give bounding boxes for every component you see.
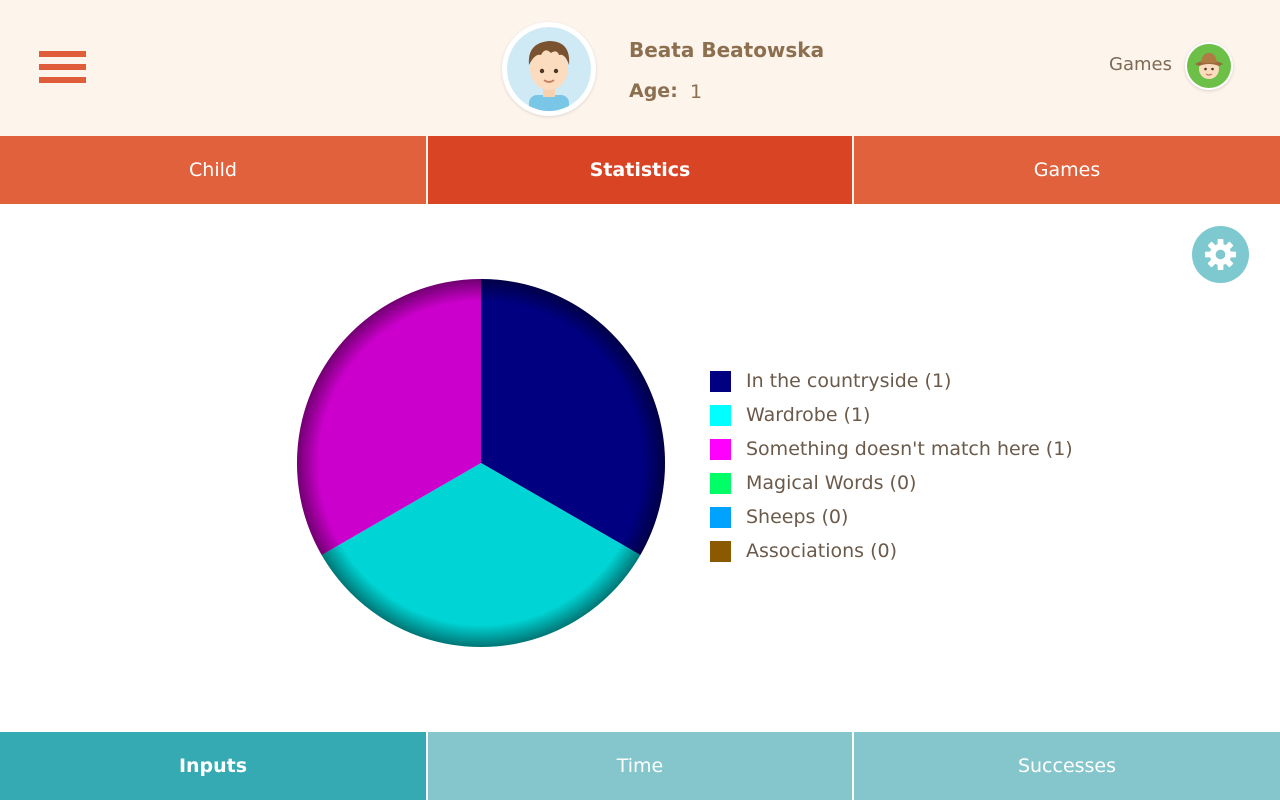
pie-chart <box>297 279 665 647</box>
legend-item: Magical Words (0) <box>710 466 1073 500</box>
tab-child[interactable]: Child <box>0 136 426 204</box>
settings-button[interactable] <box>1192 226 1249 283</box>
legend-swatch <box>710 540 731 562</box>
legend-label: Wardrobe (1) <box>746 404 871 426</box>
tab-statistics[interactable]: Statistics <box>428 136 852 204</box>
tab-inputs[interactable]: Inputs <box>0 732 426 800</box>
legend-label: In the countryside (1) <box>746 370 952 392</box>
tab-divider <box>852 136 854 204</box>
tab-divider <box>426 732 428 800</box>
top-tab-bar: Child Statistics Games <box>0 136 1280 204</box>
legend-item: In the countryside (1) <box>710 364 1073 398</box>
child-name: Beata Beatowska <box>629 38 825 62</box>
legend-label: Something doesn't match here (1) <box>746 438 1073 460</box>
legend-label: Sheeps (0) <box>746 506 849 528</box>
chart-legend: In the countryside (1) Wardrobe (1) Someth… <box>710 364 1073 568</box>
tab-successes[interactable]: Successes <box>854 732 1280 800</box>
tab-games[interactable]: Games <box>854 136 1280 204</box>
tab-divider <box>426 136 428 204</box>
legend-swatch <box>710 370 731 392</box>
tab-time[interactable]: Time <box>428 732 852 800</box>
legend-swatch <box>710 404 731 426</box>
legend-label: Magical Words (0) <box>746 472 917 494</box>
boy-avatar-icon <box>502 22 596 116</box>
legend-item: Associations (0) <box>710 534 1073 568</box>
bottom-tab-bar: Inputs Time Successes <box>0 732 1280 800</box>
legend-swatch <box>710 438 731 460</box>
explorer-avatar-icon[interactable] <box>1185 42 1233 90</box>
games-link[interactable]: Games <box>1109 54 1172 75</box>
gear-icon <box>1204 238 1237 271</box>
legend-item: Something doesn't match here (1) <box>710 432 1073 466</box>
legend-label: Associations (0) <box>746 540 898 562</box>
header: Beata Beatowska Age: 1 Games <box>0 0 1280 136</box>
legend-item: Sheeps (0) <box>710 500 1073 534</box>
legend-swatch <box>710 472 731 494</box>
legend-swatch <box>710 506 731 528</box>
age-label: Age: <box>629 80 678 102</box>
tab-divider <box>852 732 854 800</box>
age-value: 1 <box>690 81 703 103</box>
legend-item: Wardrobe (1) <box>710 398 1073 432</box>
hamburger-menu-icon[interactable] <box>39 51 86 85</box>
